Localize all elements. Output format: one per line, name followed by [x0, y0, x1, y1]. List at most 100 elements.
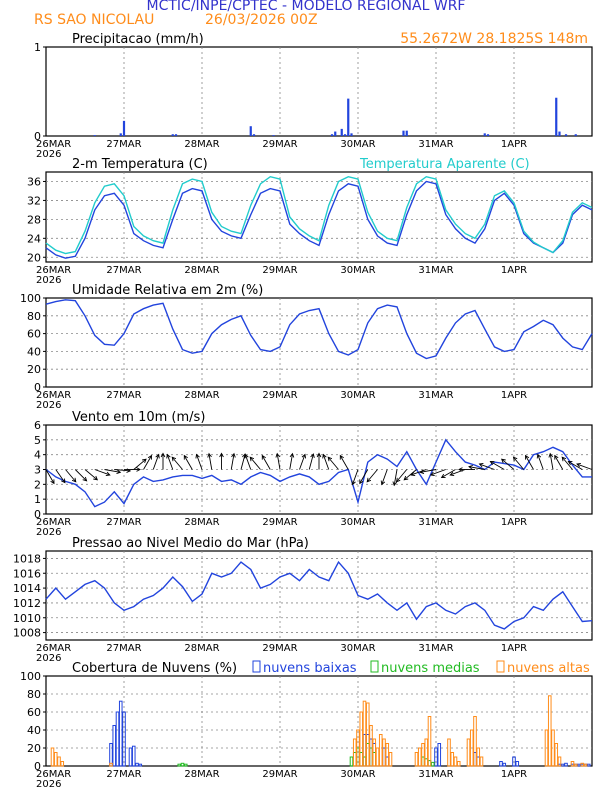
- wind-arrow: [537, 454, 544, 470]
- wind-arrow-head: [316, 452, 322, 458]
- wind-arrow: [403, 469, 417, 481]
- wind-arrow-head: [261, 454, 266, 460]
- wind-arrow: [65, 469, 77, 483]
- y-tick-label: 80: [27, 310, 41, 323]
- x-tick-label: 31MAR: [418, 265, 453, 276]
- cloud-bar: [453, 756, 458, 767]
- x-tick-label: 28MAR: [184, 643, 219, 654]
- wind-arrow: [45, 469, 55, 484]
- cloud-bar: [378, 734, 383, 767]
- precip-bar: [171, 134, 174, 136]
- wind-arrow: [299, 454, 306, 470]
- cloud-bar: [177, 763, 182, 767]
- wind-arrow: [249, 456, 261, 470]
- cloud-bar: [502, 762, 507, 767]
- wind-arrow-head: [489, 461, 495, 466]
- cloud-bar: [50, 747, 55, 767]
- temp-series-line: [45, 175, 593, 255]
- legend-label: nuvens altas: [507, 661, 590, 676]
- y-tick-label: 1: [34, 41, 41, 54]
- precip-bar: [405, 130, 408, 136]
- wind-arrow-head: [561, 456, 567, 462]
- location-label: RS SAO NICOLAU: [34, 12, 154, 28]
- wind-arrow-head: [429, 471, 435, 477]
- wind-arrow: [393, 469, 398, 486]
- wind-arrow-head: [50, 479, 55, 485]
- wind-arrow: [327, 456, 339, 470]
- wind-arrow-head: [82, 476, 88, 482]
- wind-arrow: [104, 469, 121, 473]
- wind-arrow: [166, 454, 174, 470]
- wind-arrow: [114, 469, 131, 472]
- precip-title: Precipitacao (mm/h): [72, 32, 204, 47]
- precip-bar: [574, 134, 577, 136]
- wind-arrow-head: [116, 469, 122, 475]
- wind-arrow: [261, 455, 271, 470]
- run-datetime: 26/03/2026 00Z: [205, 12, 318, 28]
- x-tick-label: 30MAR: [340, 139, 375, 150]
- wind-arrow-head: [310, 453, 315, 459]
- precip-bar: [347, 98, 350, 136]
- x-tick-label: 30MAR: [340, 769, 375, 780]
- wind-arrow-head: [449, 471, 455, 477]
- wind-arrow: [208, 453, 213, 470]
- wind-arrow: [359, 469, 369, 484]
- precip-bar: [343, 134, 347, 136]
- rh-frame: [45, 297, 593, 388]
- cloud-bar: [557, 756, 562, 767]
- wind-arrow: [411, 469, 427, 476]
- y-tick-label: 20: [27, 251, 41, 264]
- wind-arrow: [554, 455, 564, 470]
- cloud-bar: [421, 743, 425, 767]
- y-tick-label: 40: [27, 724, 41, 737]
- wind-arrow-head: [366, 477, 372, 483]
- x-tick-sublabel: 2026: [36, 275, 61, 286]
- y-tick-label: 1010: [13, 612, 41, 625]
- wind-arrow: [183, 455, 193, 470]
- x-tick-label: 31MAR: [418, 517, 453, 528]
- wind-arrow-head: [195, 453, 200, 459]
- rh-title: Umidade Relativa em 2m (%): [72, 283, 263, 298]
- wind-arrow: [450, 469, 466, 476]
- wind-arrow-head: [160, 452, 166, 458]
- precip-bar: [119, 133, 122, 136]
- wind-arrow-head: [166, 453, 171, 459]
- wind-arrow-head: [478, 462, 484, 468]
- wind-arrow: [441, 469, 456, 478]
- precip-bar: [350, 133, 353, 136]
- precip-bar: [555, 97, 558, 136]
- wind-arrow: [561, 456, 573, 470]
- wind-arrow-head: [244, 453, 249, 459]
- wind-arrow: [501, 458, 515, 470]
- coordinates-label: 55.2672W 28.1825S 148m: [400, 31, 588, 47]
- wind-arrow: [576, 463, 593, 470]
- cloud-bar: [180, 762, 185, 767]
- wind-arrow-head: [419, 469, 425, 475]
- precip-bar: [174, 134, 178, 136]
- cloud-bar: [372, 738, 377, 767]
- wind-arrow-head: [567, 461, 573, 466]
- wind-arrow: [468, 466, 485, 470]
- y-tick-label: 3: [34, 464, 41, 477]
- precip-bar: [249, 126, 252, 136]
- x-tick-label: 28MAR: [184, 517, 219, 528]
- wind-arrow: [84, 469, 98, 481]
- wind-arrow: [339, 455, 349, 470]
- temp-title: 2-m Temperatura (C): [72, 157, 208, 172]
- precip-bar: [558, 131, 561, 136]
- wind-title: Vento em 10m (m/s): [72, 410, 205, 425]
- wind-arrow-head: [525, 454, 530, 460]
- wind-arrow-head: [171, 456, 177, 462]
- legend-swatch: [252, 660, 261, 673]
- cloud-bar: [424, 738, 429, 767]
- y-tick-label: 20: [27, 742, 41, 755]
- wind-arrow-head: [359, 479, 364, 485]
- cloud-bar: [512, 756, 516, 767]
- wind-arrow-head: [71, 477, 77, 483]
- cloud-bar: [388, 752, 393, 767]
- cloud-bar: [466, 738, 471, 767]
- cloud-bar: [382, 738, 386, 767]
